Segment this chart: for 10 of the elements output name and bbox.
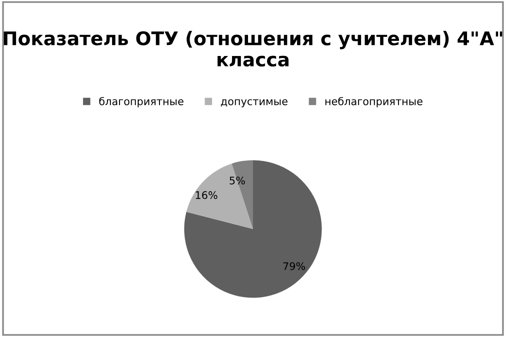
legend-label: допустимые — [220, 99, 288, 108]
chart-title: Показатель ОТУ (отношения с учителем) 4"А" класса — [4, 30, 502, 67]
pie-slice — [232, 160, 253, 229]
pie-slice — [184, 160, 322, 298]
pie-slice — [186, 164, 253, 229]
legend-label: благоприятные — [99, 96, 184, 108]
data-label: 16% — [196, 191, 218, 200]
legend-label: неблагоприятные — [325, 96, 422, 108]
data-label: 79% — [283, 262, 306, 270]
data-label: 5% — [230, 176, 245, 184]
